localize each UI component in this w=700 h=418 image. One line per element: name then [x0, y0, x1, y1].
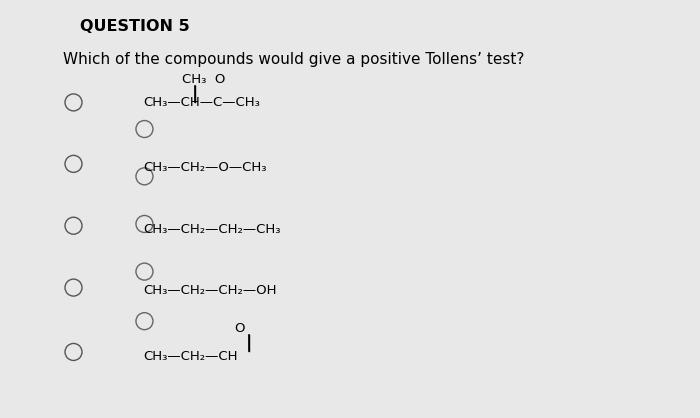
Text: CH₃—CH₂—CH₂—OH: CH₃—CH₂—CH₂—OH	[144, 284, 277, 298]
Text: CH₃  O: CH₃ O	[182, 73, 225, 86]
Text: CH₃—CH—C—CH₃: CH₃—CH—C—CH₃	[144, 96, 260, 109]
Text: CH₃—CH₂—CH: CH₃—CH₂—CH	[144, 349, 238, 363]
Text: CH₃—CH₂—O—CH₃: CH₃—CH₂—O—CH₃	[144, 161, 267, 174]
Text: Which of the compounds would give a positive Tollens’ test?: Which of the compounds would give a posi…	[63, 52, 524, 67]
Text: QUESTION 5: QUESTION 5	[80, 19, 190, 34]
Text: CH₃—CH₂—CH₂—CH₃: CH₃—CH₂—CH₂—CH₃	[144, 222, 281, 236]
Text: O: O	[234, 322, 245, 335]
